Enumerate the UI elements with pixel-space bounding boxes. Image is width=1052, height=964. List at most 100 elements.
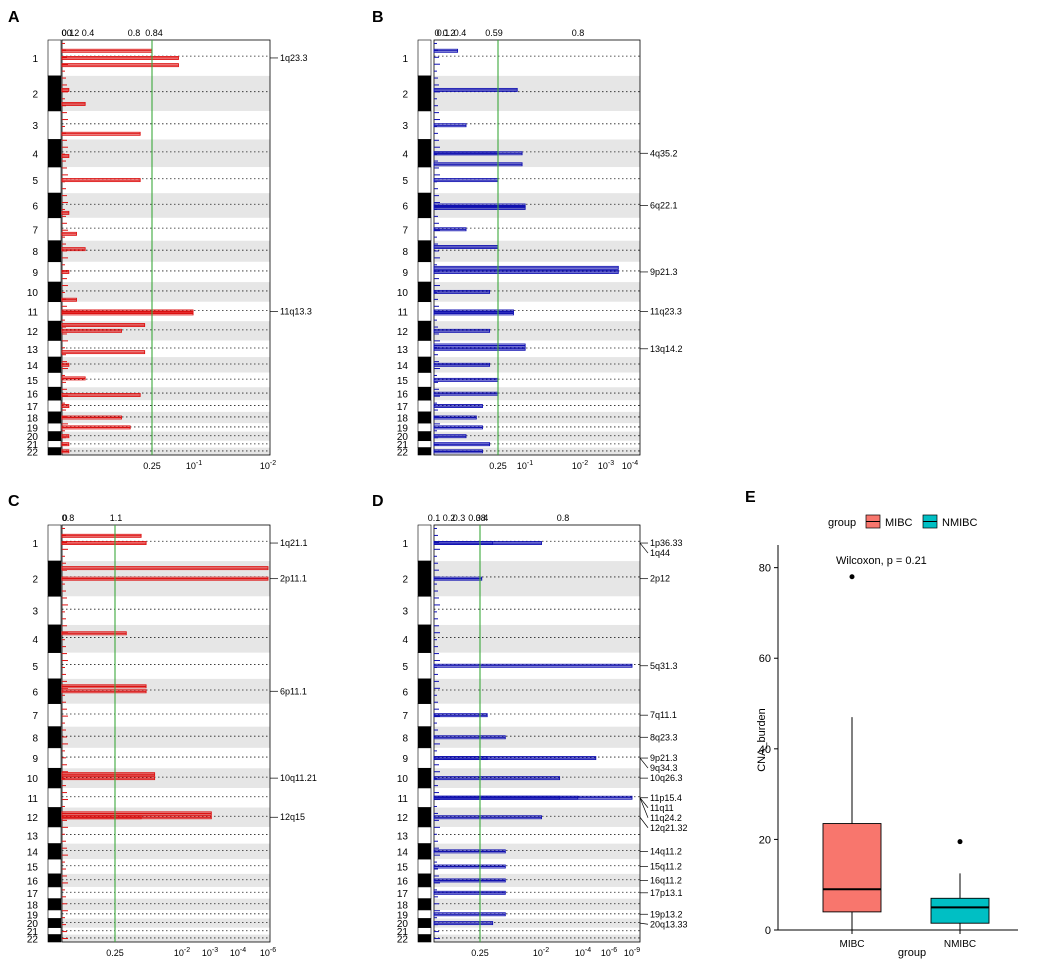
chromosome-band-shade [434, 624, 640, 653]
chromosome-band-shade [434, 387, 640, 401]
chromosome-band-shade [62, 768, 270, 788]
chromosome-label: 17 [27, 402, 39, 413]
chromosome-label: 7 [402, 711, 408, 722]
top-tick-label: 0 [61, 28, 66, 38]
peak-label: 13q14.2 [650, 344, 683, 354]
chromosome-label: 19 [397, 910, 409, 921]
peak-label: 8q23.3 [650, 732, 678, 742]
top-tick-label: 0.2 [443, 513, 456, 523]
chromosome-label: 10 [27, 288, 39, 299]
chromosome-band-shade [434, 431, 640, 441]
box-nmibc [930, 897, 990, 924]
box-mibc [822, 823, 882, 913]
chromosome-label: 11 [28, 794, 39, 805]
chromosome-label: 6 [32, 201, 38, 212]
chromosome-label: 1 [402, 539, 408, 550]
chromosome-band-shade [62, 843, 270, 860]
ideogram-block [417, 166, 432, 194]
ideogram-block [417, 843, 432, 860]
panel-c: 0.25 10-2 10-3 10-4 10-6 [47, 524, 278, 958]
chromosome-band-shade [62, 411, 270, 424]
y-tick-label: 0 [765, 925, 771, 937]
ideogram-block [417, 747, 432, 769]
ideogram-block [417, 934, 432, 943]
panel-letter: B [372, 9, 384, 26]
chromosome-label: 4 [32, 149, 38, 160]
top-tick-label: 0.4 [82, 28, 95, 38]
chromosome-label: 2 [32, 575, 38, 586]
top-tick-label: 0.59 [485, 28, 503, 38]
chromosome-label: 5 [402, 176, 408, 187]
ideogram-block [47, 934, 62, 943]
chromosome-label: 20 [27, 432, 39, 443]
peak-label: 16q11.2 [650, 875, 682, 885]
peak-connector [639, 797, 649, 818]
chromosome-band-shade [62, 624, 270, 653]
ideogram-block [417, 281, 432, 303]
panel-a: 0.25 10-1 10-2 [47, 39, 278, 471]
chromosome-label: 14 [397, 847, 409, 858]
bottom-tick-label: 10-2 [260, 460, 276, 471]
chromosome-label: 14 [27, 361, 39, 372]
ideogram-block [47, 261, 62, 283]
bottom-tick-label: 10-6 [260, 947, 276, 958]
ideogram-block [47, 726, 62, 749]
chromosome-band-shade [62, 918, 270, 928]
peak-label: 11q24.2 [650, 813, 682, 823]
peak-label: 1q44 [650, 548, 670, 558]
top-tick-label: 0.1 [437, 28, 450, 38]
ideogram-block [47, 595, 62, 626]
panel-e [774, 514, 1018, 934]
top-tick-label: 0.8 [62, 513, 75, 523]
top-tick-label: 0.84 [145, 28, 163, 38]
peak-label: 11q23.3 [650, 306, 682, 316]
ideogram-block [47, 440, 62, 448]
ideogram-block [47, 703, 62, 727]
ideogram-block [47, 652, 62, 680]
ideogram-block [417, 918, 432, 928]
ideogram-block [47, 39, 62, 77]
ideogram-block [417, 787, 432, 808]
ideogram-block [47, 422, 62, 432]
panel-letter: A [8, 9, 20, 26]
chromosome-label: 14 [397, 361, 409, 372]
chromosome-label: 21 [27, 440, 39, 451]
ideogram-block [47, 217, 62, 242]
chromosome-band-shade [434, 321, 640, 341]
chromosome-label: 12 [27, 813, 39, 824]
bottom-tick-label: 10-3 [598, 460, 614, 471]
ideogram-block [417, 909, 432, 919]
y-tick-label: 80 [759, 563, 771, 575]
legend-label: NMIBC [942, 517, 978, 529]
chromosome-label: 20 [27, 919, 39, 930]
ideogram-block [47, 624, 62, 653]
ideogram-block [417, 898, 432, 911]
chromosome-label: 15 [397, 863, 409, 874]
chromosome-band-shade [62, 726, 270, 748]
ideogram-block [417, 320, 432, 341]
panel-letter: D [372, 493, 384, 510]
ideogram-block [47, 372, 62, 388]
ideogram-block [47, 826, 62, 844]
ideogram-block [47, 787, 62, 808]
peak-connector [639, 817, 649, 828]
peak-label: 2p11.1 [280, 574, 307, 584]
chromosome-label: 17 [27, 889, 39, 900]
ideogram-block [417, 678, 432, 704]
chromosome-label: 4 [402, 635, 408, 646]
x-axis-title: group [898, 947, 926, 959]
ideogram-block [417, 372, 432, 388]
ideogram-block [417, 826, 432, 844]
y-tick-label: 20 [759, 834, 771, 846]
ideogram-block [47, 918, 62, 928]
peak-label: 12q21.32 [650, 823, 688, 833]
chromosome-label: 20 [397, 919, 409, 930]
bottom-tick-label: 0.25 [471, 948, 489, 958]
bottom-tick-label: 10-6 [601, 947, 617, 958]
chromosome-label: 11 [398, 794, 409, 805]
chromosome-band-shade [62, 321, 270, 341]
chromosome-label: 7 [32, 225, 38, 236]
peak-connector [639, 922, 649, 925]
peak-label: 1q23.3 [280, 53, 308, 63]
ideogram-block [47, 927, 62, 935]
